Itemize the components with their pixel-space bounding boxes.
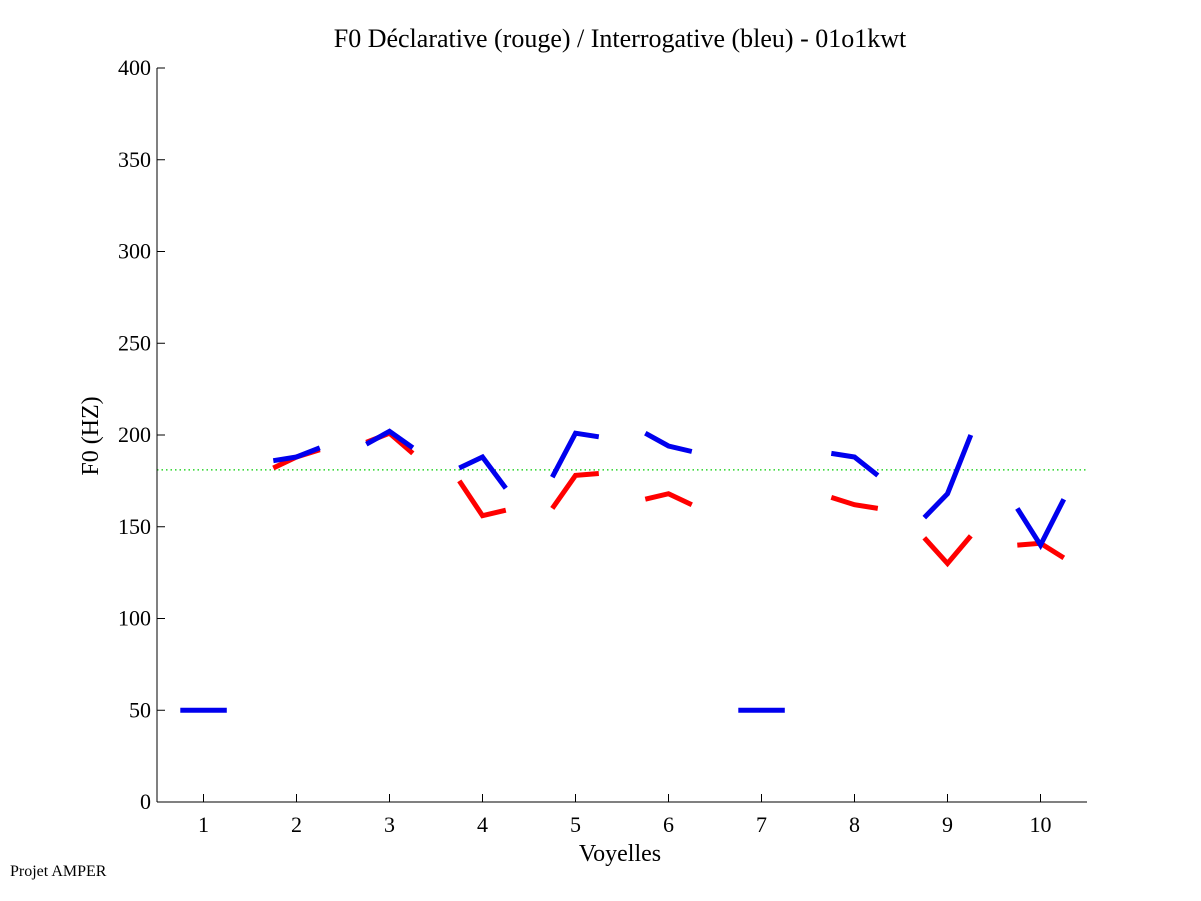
series-0-segment-4 <box>644 491 693 507</box>
y-tick-label-200: 200 <box>118 422 151 447</box>
x-tick-label-5: 5 <box>570 812 581 837</box>
x-tick-label-6: 6 <box>663 812 674 837</box>
x-tick-label-3: 3 <box>384 812 395 837</box>
x-tick-label-7: 7 <box>756 812 767 837</box>
series-1-segment-5 <box>644 431 693 454</box>
x-tick-label-8: 8 <box>849 812 860 837</box>
series-1-segment-9 <box>1015 498 1067 551</box>
x-tick-label-4: 4 <box>477 812 488 837</box>
y-tick-label-400: 400 <box>118 55 151 80</box>
x-tick-label-9: 9 <box>942 812 953 837</box>
series-1-segment-1 <box>272 445 321 464</box>
y-tick-label-300: 300 <box>118 239 151 264</box>
series-0-segment-6 <box>922 534 973 568</box>
series-0-segment-3 <box>550 471 600 510</box>
series-1-segment-7 <box>830 450 880 478</box>
y-tick-label-250: 250 <box>118 330 151 355</box>
series-1-segment-8 <box>922 434 974 520</box>
x-tick-label-2: 2 <box>291 812 302 837</box>
footer-credit: Projet AMPER <box>10 863 107 880</box>
y-tick-label-150: 150 <box>118 514 151 539</box>
y-tick-label-50: 50 <box>129 697 151 722</box>
y-tick-label-350: 350 <box>118 147 151 172</box>
y-tick-label-0: 0 <box>140 789 151 814</box>
x-tick-label-1: 1 <box>198 812 209 837</box>
x-axis-label: Voyelles <box>579 841 661 867</box>
y-axis-label: F0 (HZ) <box>78 396 104 475</box>
series-1-segment-4 <box>550 430 600 479</box>
series-0-segment-5 <box>830 495 879 511</box>
series-1-segment-3 <box>458 453 508 490</box>
y-tick-label-100: 100 <box>118 606 151 631</box>
x-tick-label-10: 10 <box>1030 812 1052 837</box>
chart-title: F0 Déclarative (rouge) / Interrogative (… <box>334 24 907 53</box>
series-0-segment-2 <box>457 479 507 519</box>
series-1-segment-2 <box>365 428 415 450</box>
